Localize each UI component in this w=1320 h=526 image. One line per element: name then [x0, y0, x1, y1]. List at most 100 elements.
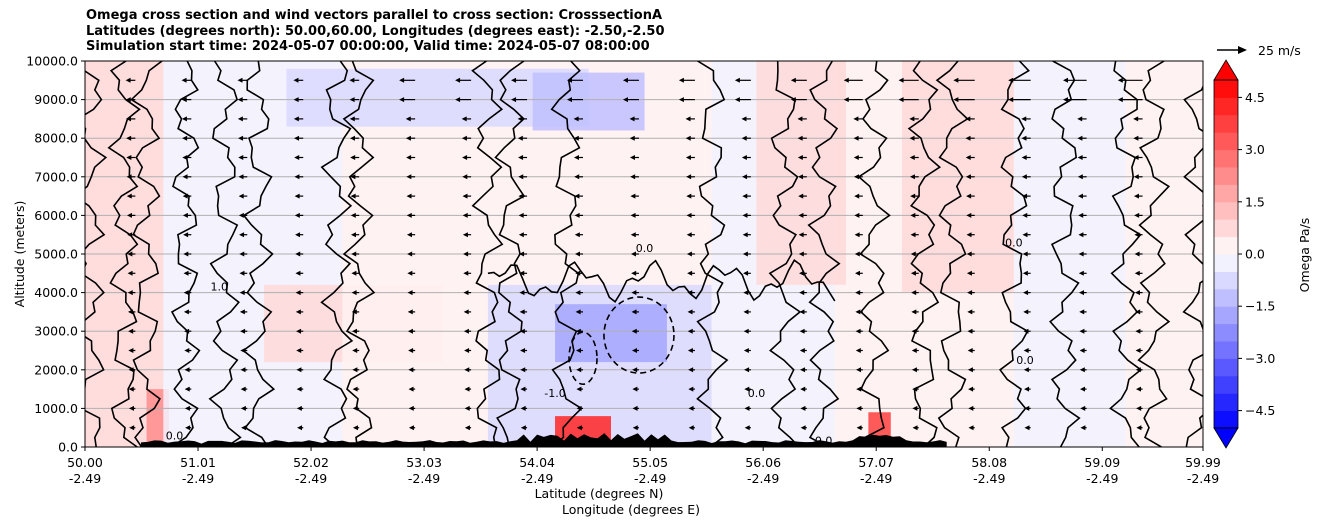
- y-tick-label-4: 4000.0: [34, 285, 78, 300]
- wind-vector-head-31: [182, 193, 188, 199]
- wind-vector-head-1: [128, 405, 134, 411]
- wind-vector-head-278: [910, 193, 916, 199]
- wind-vector-head-23: [184, 348, 190, 353]
- wind-vector-head-284: [898, 77, 904, 83]
- wind-vector-head-226: [734, 97, 740, 103]
- wind-vector-head-241: [798, 174, 804, 180]
- wind-vector-head-304: [1024, 425, 1030, 431]
- wind-vector-head-18: [125, 77, 131, 83]
- colorbar-extend-min: [1213, 427, 1239, 449]
- wind-vector-head-86: [350, 232, 356, 238]
- wind-vector-head-145: [518, 193, 524, 199]
- wind-vector-head-69: [294, 193, 300, 199]
- x-tick-lat-1: 51.01: [180, 455, 216, 470]
- wind-vector-head-200: [686, 232, 692, 238]
- wind-vector-head-68: [294, 212, 300, 218]
- wind-vector-head-153: [576, 405, 582, 411]
- wind-vector-head-77: [352, 405, 358, 411]
- wind-vector-head-6: [127, 309, 133, 315]
- wind-vector-head-239: [798, 212, 804, 218]
- wind-vector-head-319: [1021, 135, 1027, 141]
- y-tick-label-10: 10000.0: [26, 54, 78, 69]
- wind-vector-head-160: [575, 270, 581, 276]
- wind-vector-head-259: [854, 193, 860, 199]
- wind-vector-head-123: [463, 251, 469, 257]
- colorbar-level-19: [1214, 80, 1238, 98]
- wind-vector-head-258: [854, 212, 860, 218]
- wind-vector-head-305: [1024, 405, 1030, 411]
- wind-vector-head-50: [238, 193, 244, 199]
- contour-label-2: 0.0: [748, 387, 766, 400]
- wind-vector-head-42: [240, 348, 246, 353]
- wind-vector-head-148: [517, 135, 523, 141]
- wind-vector-head-291: [967, 309, 973, 315]
- colorbar-level-8: [1214, 271, 1238, 290]
- wind-vector-head-182: [630, 212, 636, 218]
- wind-vector-head-248: [856, 405, 862, 411]
- wind-vector-head-180: [630, 251, 636, 257]
- wind-vector-head-269: [911, 367, 917, 373]
- wind-vector-head-216: [743, 290, 749, 296]
- wind-vector-head-58: [296, 405, 302, 411]
- wind-vector-head-208: [678, 77, 684, 83]
- wind-vector-head-104: [407, 251, 413, 257]
- wind-vector-head-290: [967, 328, 973, 334]
- wind-vector-head-199: [686, 251, 692, 257]
- contour-label-6: 0.0: [815, 434, 833, 447]
- wind-vector-head-270: [911, 348, 917, 353]
- y-tick-label-0: 0.0: [58, 440, 78, 455]
- wind-vector-head-240: [798, 193, 804, 199]
- x-tick-lon-9: -2.49: [1086, 471, 1118, 486]
- contour-labels: 1.0 -1.0 0.0 0.0 0.0 0.0 0.0 0.0: [166, 236, 1034, 447]
- wind-vector-head-287: [968, 386, 974, 392]
- wind-vector-head-135: [520, 386, 526, 392]
- wind-vector-head-115: [464, 405, 470, 411]
- y-tick-label-2: 2000.0: [34, 362, 78, 377]
- x-tick-lon-3: -2.49: [408, 471, 440, 486]
- wind-vector-head-285: [968, 425, 974, 431]
- wind-vector-head-10: [127, 232, 133, 238]
- quiver-key-arrowhead: [1238, 46, 1247, 54]
- wind-vector-head-185: [629, 155, 635, 160]
- contour-label-0: 1.0: [211, 281, 229, 294]
- wind-vector-head-76: [352, 425, 358, 431]
- contour-negative: [603, 296, 675, 374]
- wind-vector-head-318: [1021, 155, 1027, 160]
- wind-vector-head-103: [407, 270, 413, 276]
- wind-vector-head-81: [351, 328, 357, 334]
- wind-vector-head-330: [1079, 290, 1085, 296]
- wind-vector-head-295: [966, 232, 972, 238]
- wind-vector-head-48: [239, 232, 245, 238]
- wind-vector-head-114: [464, 425, 470, 431]
- wind-vector-head-328: [1079, 328, 1085, 334]
- wind-vector-head-196: [687, 309, 693, 315]
- x-tick-lon-4: -2.49: [521, 471, 553, 486]
- wind-vector-head-297: [966, 193, 972, 199]
- wind-vector-head-355: [1133, 174, 1139, 180]
- contour-line-20: [1137, 61, 1171, 447]
- contour-label-1: -1.0: [544, 387, 565, 400]
- wind-vector-head-183: [630, 193, 636, 199]
- x-tick-lat-5: 55.05: [632, 455, 668, 470]
- y-tick-label-8: 8000.0: [34, 131, 78, 146]
- x-tick-lat-9: 59.09: [1084, 455, 1120, 470]
- x-tick-lat-10: 59.99: [1185, 455, 1221, 470]
- y-tick-label-9: 9000.0: [34, 92, 78, 107]
- wind-vector-head-17: [125, 97, 131, 103]
- wind-vector-head-261: [853, 155, 859, 160]
- wind-vector-head-315: [1022, 212, 1028, 218]
- wind-vector-head-225: [741, 116, 747, 122]
- wind-vector-head-260: [853, 174, 859, 180]
- wind-vector-head-9: [127, 251, 133, 257]
- wind-vector-head-12: [126, 193, 132, 199]
- wind-vector-head-173: [632, 386, 638, 392]
- wind-vector-head-229: [800, 405, 806, 411]
- colorbar-tick-label-1: 3.0: [1245, 142, 1265, 157]
- colorbar-level-10: [1214, 236, 1238, 255]
- contour-line-11: [696, 61, 729, 447]
- wind-vector-head-301: [965, 116, 971, 122]
- wind-vector-head-244: [797, 116, 803, 122]
- wind-vector-head-340: [1063, 97, 1069, 103]
- contour-line-17: [998, 61, 1030, 447]
